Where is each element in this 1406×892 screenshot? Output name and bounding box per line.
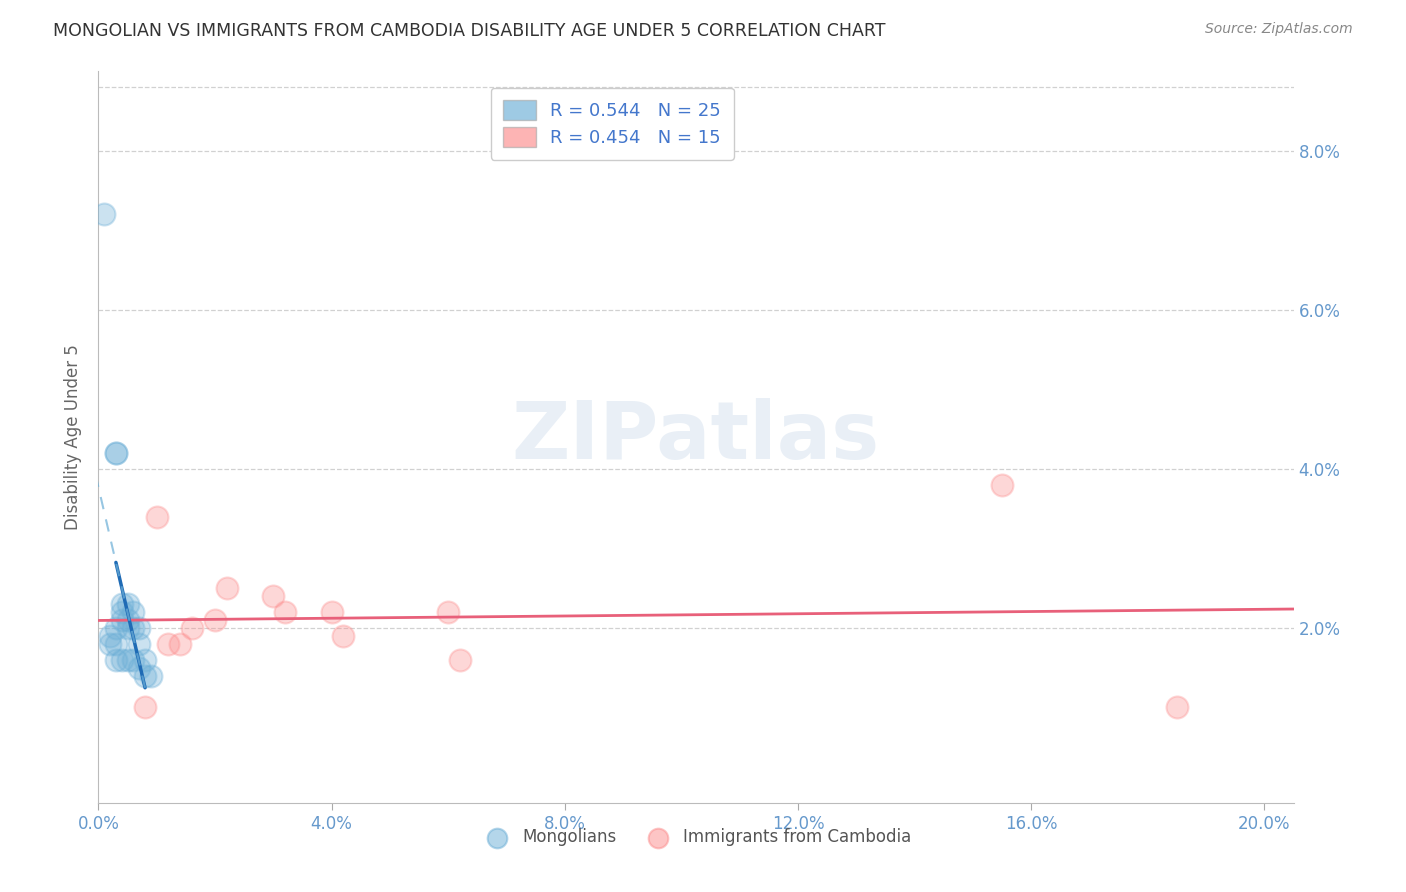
Point: [991, 477, 1014, 491]
Point: [128, 621, 150, 635]
Point: [1166, 700, 1188, 714]
Point: [117, 613, 139, 627]
Point: [98, 637, 121, 651]
Text: ZIPatlas: ZIPatlas: [512, 398, 880, 476]
Point: [117, 597, 139, 611]
Point: [93, 207, 115, 221]
Point: [111, 613, 134, 627]
Y-axis label: Disability Age Under 5: Disability Age Under 5: [65, 344, 83, 530]
Point: [262, 589, 284, 603]
Point: [215, 581, 238, 595]
Point: [98, 629, 121, 643]
Point: [117, 653, 139, 667]
Point: [274, 605, 297, 619]
Point: [104, 446, 127, 460]
Point: [134, 700, 156, 714]
Point: [332, 629, 354, 643]
Point: [104, 653, 127, 667]
Point: [204, 613, 226, 627]
Point: [111, 605, 134, 619]
Point: [122, 605, 145, 619]
Point: [122, 621, 145, 635]
Point: [180, 621, 202, 635]
Point: [117, 621, 139, 635]
Text: MONGOLIAN VS IMMIGRANTS FROM CAMBODIA DISABILITY AGE UNDER 5 CORRELATION CHART: MONGOLIAN VS IMMIGRANTS FROM CAMBODIA DI…: [53, 22, 886, 40]
Point: [104, 621, 127, 635]
Point: [437, 605, 460, 619]
Legend: Mongolians, Immigrants from Cambodia: Mongolians, Immigrants from Cambodia: [474, 822, 918, 853]
Point: [122, 653, 145, 667]
Point: [139, 668, 162, 682]
Point: [321, 605, 343, 619]
Point: [111, 653, 134, 667]
Point: [157, 637, 180, 651]
Point: [104, 637, 127, 651]
Point: [449, 653, 471, 667]
Point: [134, 668, 156, 682]
Text: Source: ZipAtlas.com: Source: ZipAtlas.com: [1205, 22, 1353, 37]
Point: [169, 637, 191, 651]
Point: [111, 597, 134, 611]
Point: [128, 660, 150, 674]
Point: [134, 653, 156, 667]
Point: [145, 509, 167, 524]
Point: [128, 637, 150, 651]
Point: [104, 446, 127, 460]
